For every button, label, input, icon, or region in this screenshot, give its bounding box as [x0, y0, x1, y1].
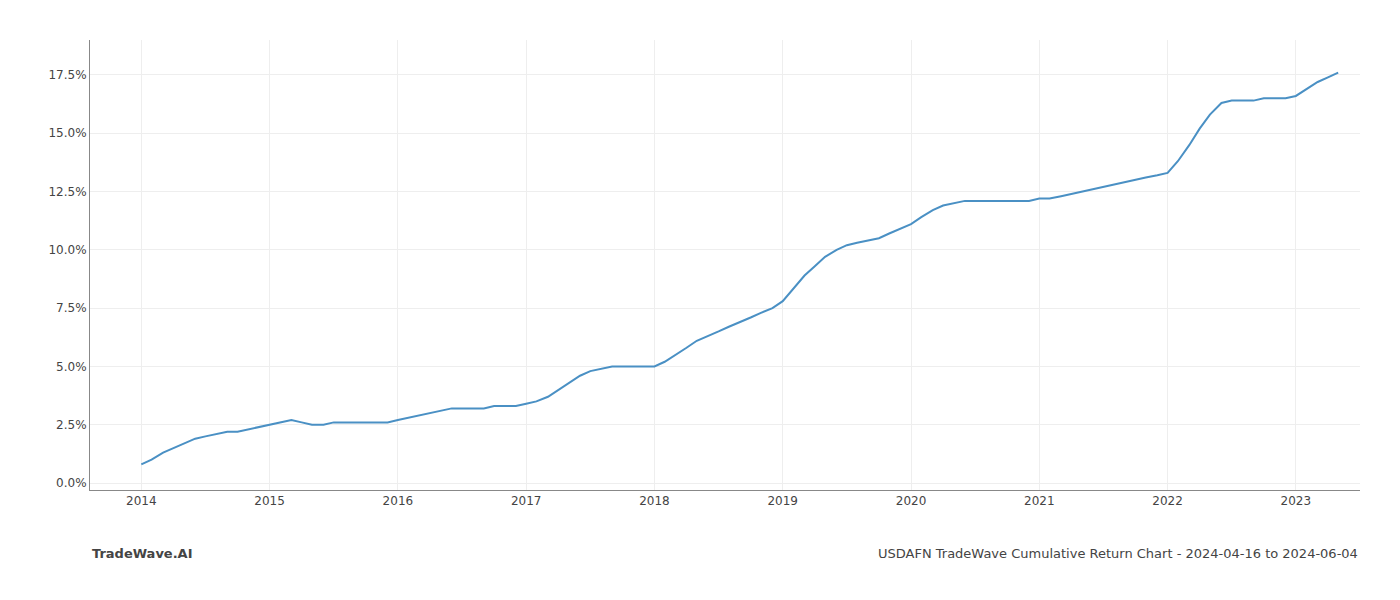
svg-text:USDAFN TradeWave Cumulative Re: USDAFN TradeWave Cumulative Return Chart…	[878, 546, 1358, 561]
svg-text:2019: 2019	[767, 494, 798, 508]
svg-text:0.0%: 0.0%	[56, 476, 87, 490]
svg-text:2018: 2018	[639, 494, 670, 508]
svg-text:2023: 2023	[1281, 494, 1312, 508]
svg-text:2.5%: 2.5%	[56, 418, 87, 432]
svg-text:2014: 2014	[126, 494, 157, 508]
svg-text:2017: 2017	[511, 494, 542, 508]
svg-text:2020: 2020	[896, 494, 927, 508]
svg-text:2016: 2016	[383, 494, 414, 508]
svg-text:2021: 2021	[1024, 494, 1055, 508]
svg-text:2015: 2015	[254, 494, 285, 508]
svg-text:TradeWave.AI: TradeWave.AI	[92, 546, 193, 561]
svg-text:7.5%: 7.5%	[56, 301, 87, 315]
svg-text:17.5%: 17.5%	[48, 68, 86, 82]
svg-text:5.0%: 5.0%	[56, 360, 87, 374]
svg-text:15.0%: 15.0%	[48, 126, 86, 140]
svg-text:10.0%: 10.0%	[48, 243, 86, 257]
svg-text:12.5%: 12.5%	[48, 185, 86, 199]
svg-text:2022: 2022	[1152, 494, 1183, 508]
